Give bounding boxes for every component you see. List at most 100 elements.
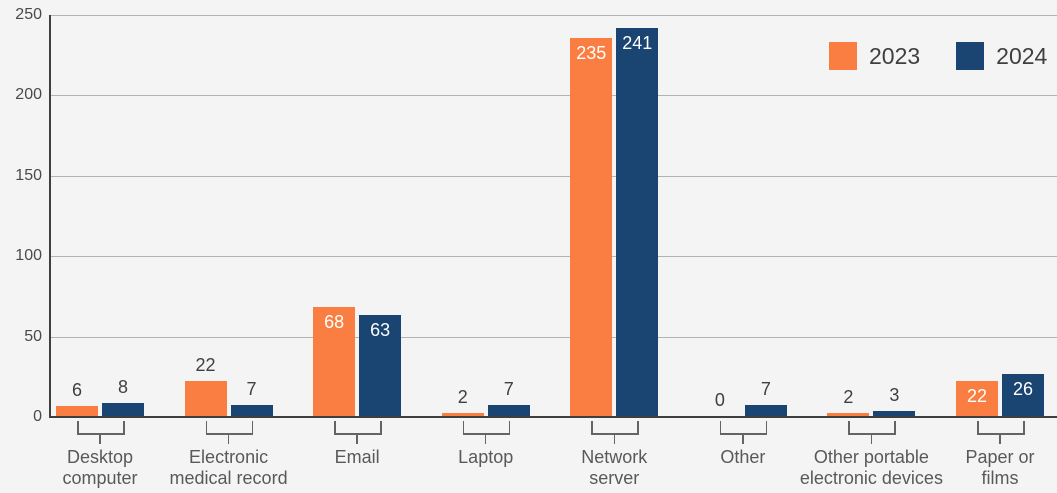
bar-value-label-2023-desktop-computer: 6 [71, 380, 82, 400]
bar-value-label-2024-other-portable-electronic-devices: 3 [889, 385, 900, 405]
category-label-line: Paper or [965, 447, 1035, 467]
bracket-left-tick [591, 421, 593, 434]
category-label-email: Email [262, 447, 452, 468]
bar-2024-other[interactable] [744, 405, 787, 416]
bracket-stem [742, 433, 744, 444]
bar-value-label-2024-email: 63 [370, 320, 391, 340]
category-label-line: films [981, 468, 1019, 488]
legend-color-swatch-2024 [956, 42, 985, 70]
legend-item-2024[interactable]: 2024 [956, 42, 1047, 70]
bar-value-label-2023-other-portable-electronic-devices: 2 [843, 387, 854, 407]
category-label-paper-or-films: Paper or films [905, 447, 1057, 489]
gridline-50 [50, 337, 1057, 338]
bar-value-label-2024-network-server: 241 [622, 33, 653, 53]
bracket-stem [870, 433, 873, 444]
bar-2024-laptop[interactable] [487, 405, 530, 416]
category-label-desktop-computer: Desktop computer [5, 447, 195, 489]
bracket-right-tick [123, 421, 125, 434]
category-label-electronic-medical-record: Electronic medical record [134, 447, 324, 489]
category-label-line: Other [720, 447, 766, 467]
legend: 2023 2024 [829, 42, 1047, 70]
bar-value-label-2024-laptop: 7 [503, 379, 514, 399]
bracket-left-tick [77, 421, 79, 434]
bracket-left-tick [848, 421, 850, 434]
bracket-stem [613, 433, 616, 444]
bracket-stem [484, 433, 487, 444]
bar-2024-network-server[interactable] [616, 28, 659, 416]
bracket-horizontal [848, 433, 896, 435]
y-tick-label-200: 200 [15, 86, 42, 103]
category-label-line: Other portable [813, 447, 929, 467]
category-label-line: Laptop [458, 447, 514, 467]
bar-value-label-2023-electronic-medical-record: 22 [195, 355, 216, 375]
bracket-stem [356, 433, 358, 444]
y-tick-label-0: 0 [33, 408, 42, 425]
bar-2023-electronic-medical-record[interactable] [184, 381, 227, 416]
category-label-line: Network [581, 447, 648, 467]
category-label-laptop: Laptop [391, 447, 581, 468]
category-label-line: electronic devices [799, 468, 943, 488]
bar-2023-network-server[interactable] [570, 38, 613, 416]
bracket-horizontal [591, 433, 639, 435]
gridline-250 [50, 15, 1057, 16]
bracket-stem [227, 433, 230, 444]
x-axis-line [50, 416, 1057, 418]
legend-label-2023: 2023 [869, 42, 921, 69]
bracket-horizontal [977, 433, 1025, 435]
gridline-200 [50, 95, 1057, 96]
bar-2024-other-portable-electronic-devices[interactable] [873, 411, 916, 416]
bracket-left-tick [719, 421, 722, 434]
bar-value-label-2023-other: 0 [714, 390, 725, 410]
y-tick-label-100: 100 [15, 247, 42, 264]
bracket-horizontal [462, 433, 511, 435]
category-label-line: Electronic [189, 447, 269, 467]
category-label-network-server: Network server [519, 447, 709, 489]
bar-value-label-2023-paper-or-films: 22 [966, 386, 988, 406]
category-label-line: Email [334, 447, 380, 467]
category-label-line: computer [62, 468, 138, 488]
legend-color-swatch-2023 [829, 42, 857, 70]
bracket-stem [999, 433, 1001, 444]
bar-2023-desktop-computer[interactable] [56, 406, 98, 416]
category-label-line: server [589, 468, 640, 488]
category-label-line: Desktop [66, 447, 134, 467]
legend-label-2024: 2024 [996, 42, 1048, 69]
bracket-left-tick [977, 421, 979, 434]
gridline-150 [50, 176, 1057, 177]
bar-value-label-2024-paper-or-films: 26 [1012, 379, 1034, 399]
gridline-100 [50, 256, 1057, 257]
bar-2024-email[interactable] [359, 315, 402, 416]
bracket-horizontal [334, 433, 382, 435]
bar-value-label-2024-electronic-medical-record: 7 [246, 379, 257, 399]
bracket-right-tick [1023, 421, 1025, 434]
bar-2023-paper-or-films[interactable] [956, 381, 998, 416]
bracket-right-tick [765, 421, 768, 434]
bracket-right-tick [894, 421, 896, 434]
bracket-left-tick [205, 421, 208, 434]
bar-2024-desktop-computer[interactable] [102, 403, 144, 416]
bar-2023-email[interactable] [313, 307, 356, 416]
bracket-horizontal [719, 433, 768, 435]
bracket-left-tick [334, 421, 336, 434]
y-axis-line [49, 15, 51, 418]
bar-value-label-2024-other: 7 [760, 379, 771, 399]
bar-2024-electronic-medical-record[interactable] [230, 405, 273, 416]
bar-2024-paper-or-films[interactable] [1002, 374, 1044, 416]
bracket-horizontal [77, 433, 125, 435]
bar-value-label-2023-email: 68 [324, 312, 345, 332]
bar-2023-other-portable-electronic-devices[interactable] [827, 413, 870, 416]
y-tick-label-250: 250 [15, 6, 42, 23]
y-tick-label-50: 50 [24, 328, 42, 345]
category-label-line: medical record [169, 468, 288, 488]
bracket-right-tick [637, 421, 639, 434]
bar-value-label-2023-network-server: 235 [576, 43, 607, 63]
bracket-left-tick [462, 421, 465, 434]
bracket-right-tick [380, 421, 382, 434]
bracket-right-tick [251, 421, 254, 434]
legend-item-2023[interactable]: 2023 [829, 42, 920, 70]
bracket-right-tick [508, 421, 511, 434]
bar-value-label-2024-desktop-computer: 8 [117, 377, 128, 397]
category-label-other: Other [648, 447, 838, 468]
bar-2023-laptop[interactable] [441, 413, 484, 416]
